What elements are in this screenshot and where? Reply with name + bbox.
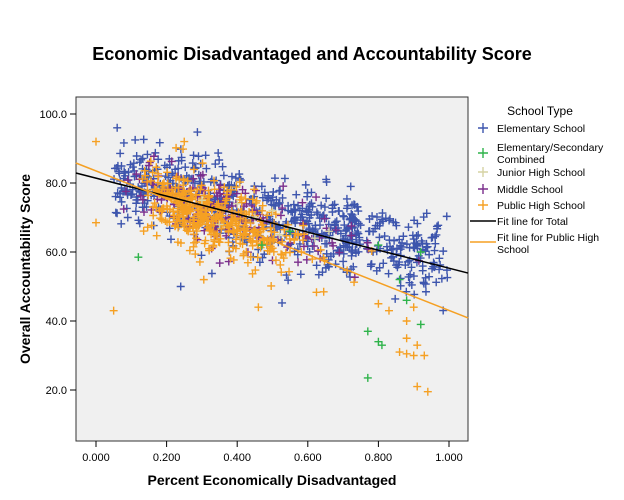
- x-tick-label: 0.400: [223, 452, 251, 464]
- legend-label: Fit line for Total: [497, 216, 568, 228]
- legend-label: School: [497, 244, 529, 256]
- chart-title: Economic Disadvantaged and Accountabilit…: [92, 44, 531, 64]
- legend-marker-icon: [478, 167, 488, 177]
- legend-marker-icon: [478, 123, 488, 133]
- y-tick-label: 40.0: [46, 316, 67, 328]
- legend-label: Fit line for Public High: [497, 232, 599, 244]
- legend-label: Middle School: [497, 184, 563, 196]
- legend-marker-icon: [478, 184, 488, 194]
- y-tick-label: 60.0: [46, 247, 67, 259]
- x-tick-label: 0.800: [365, 452, 393, 464]
- x-tick-label: 0.200: [153, 452, 181, 464]
- legend-label: Public High School: [497, 200, 585, 212]
- legend-title: School Type: [507, 104, 573, 118]
- legend-marker-icon: [478, 200, 488, 210]
- legend-label: Elementary School: [497, 123, 585, 135]
- plot-area: [76, 97, 468, 441]
- y-tick-label: 20.0: [46, 385, 67, 397]
- y-tick-label: 100.0: [39, 109, 67, 121]
- x-tick-label: 0.000: [82, 452, 110, 464]
- legend-marker-icon: [478, 148, 488, 158]
- x-tick-label: 0.600: [294, 452, 322, 464]
- x-tick-label: 1.000: [435, 452, 463, 464]
- x-axis: 0.000 0.200 0.400 0.600 0.800 1.000: [82, 441, 463, 464]
- legend-label: Junior High School: [497, 167, 585, 179]
- y-axis-label: Overall Accountability Score: [17, 174, 33, 364]
- x-axis-label: Percent Economically Disadvantaged: [148, 472, 397, 488]
- legend-label: Combined: [497, 154, 545, 166]
- legend: School Type Elementary School Elementary/…: [470, 104, 604, 256]
- y-tick-label: 80.0: [46, 178, 67, 190]
- legend-label: Elementary/Secondary: [497, 142, 604, 154]
- y-axis: 20.0 40.0 60.0 80.0 100.0: [39, 109, 76, 397]
